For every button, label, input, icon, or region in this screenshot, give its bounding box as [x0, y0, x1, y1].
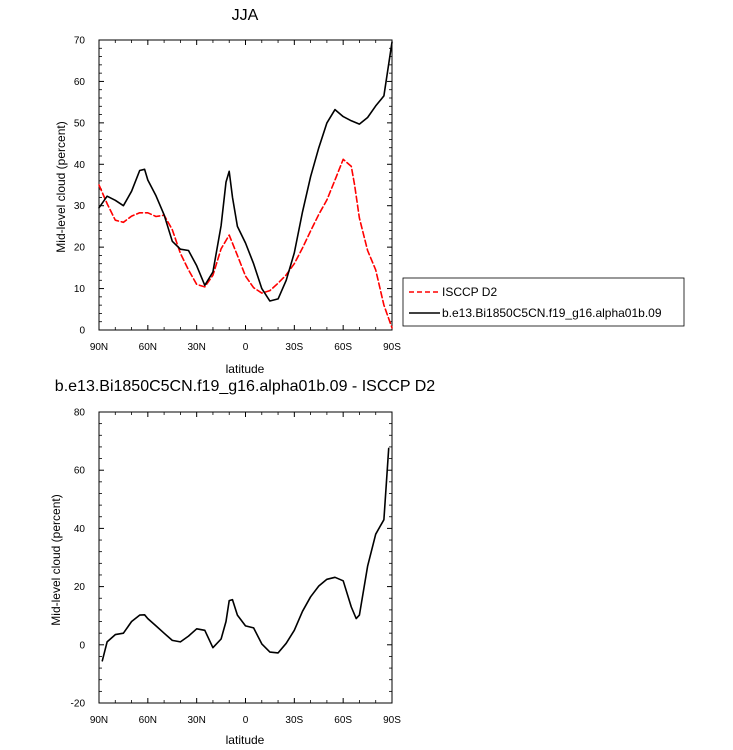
legend-box — [402, 277, 685, 327]
top-y-tick-label: 70 — [74, 36, 86, 47]
top-y-tick-label: 10 — [74, 284, 86, 295]
bottom-chart-title: b.e13.Bi1850C5CN.f19_g16.alpha01b.09 - I… — [55, 378, 436, 395]
bottom-x-axis-title: latitude — [226, 733, 265, 747]
bottom-plot: 90N 60N 30N 0 30S 60S 90S -20 0 20 40 60 80 — [71, 408, 402, 727]
top-y-tick-label: 60 — [74, 77, 86, 88]
top-chart-title: JJA — [232, 7, 259, 24]
top-x-tick-label: 60N — [139, 342, 157, 353]
bottom-y-tick-label: 20 — [74, 582, 86, 593]
bottom-y-tick-label: 80 — [74, 408, 86, 419]
top-y-axis-title: Mid-level cloud (percent) — [54, 121, 68, 252]
bottom-x-tick-label: 30N — [187, 715, 205, 726]
top-x-tick-label: 30N — [187, 342, 205, 353]
top-plot: 90N 60N 30N 0 30S 60S 90S 0 10 20 30 40 50 60 70 — [74, 36, 401, 354]
top-x-tick-label: 0 — [243, 342, 249, 353]
top-x-axis-title: latitude — [226, 362, 265, 376]
bottom-x-tick-label: 0 — [243, 715, 249, 726]
top-y-tick-label: 40 — [74, 160, 86, 171]
legend-label-isccp: ISCCP D2 — [442, 285, 497, 299]
bottom-y-tick-label: 40 — [74, 524, 86, 535]
top-x-tick-label: 90S — [383, 342, 401, 353]
bottom-x-tick-label: 90S — [383, 715, 401, 726]
top-y-tick-label: 20 — [74, 243, 86, 254]
top-x-tick-label: 90N — [90, 342, 108, 353]
top-y-tick-label: 0 — [79, 326, 85, 337]
bottom-x-tick-label: 30S — [285, 715, 303, 726]
top-x-tick-label: 60S — [334, 342, 352, 353]
bottom-series-line-0 — [101, 447, 390, 662]
top-series-line-1 — [98, 41, 393, 302]
bottom-y-tick-label: 0 — [79, 640, 85, 651]
bottom-y-tick-label: 60 — [74, 466, 86, 477]
top-y-tick-label: 50 — [74, 118, 86, 129]
bottom-y-axis-title: Mid-level cloud (percent) — [49, 494, 63, 625]
bottom-y-tick-label: -20 — [71, 699, 86, 710]
bottom-x-tick-label: 60N — [139, 715, 157, 726]
legend-label-model: b.e13.Bi1850C5CN.f19_g16.alpha01b.09 — [442, 306, 662, 320]
top-plot-frame — [98, 39, 393, 331]
top-x-tick-label: 30S — [285, 342, 303, 353]
bottom-plot-frame — [98, 411, 393, 704]
bottom-x-tick-label: 90N — [90, 715, 108, 726]
top-series-line-0 — [98, 158, 393, 329]
bottom-x-tick-label: 60S — [334, 715, 352, 726]
top-y-tick-label: 30 — [74, 201, 86, 212]
legend: ISCCP D2 b.e13.Bi1850C5CN.f19_g16.alpha0… — [402, 277, 685, 327]
